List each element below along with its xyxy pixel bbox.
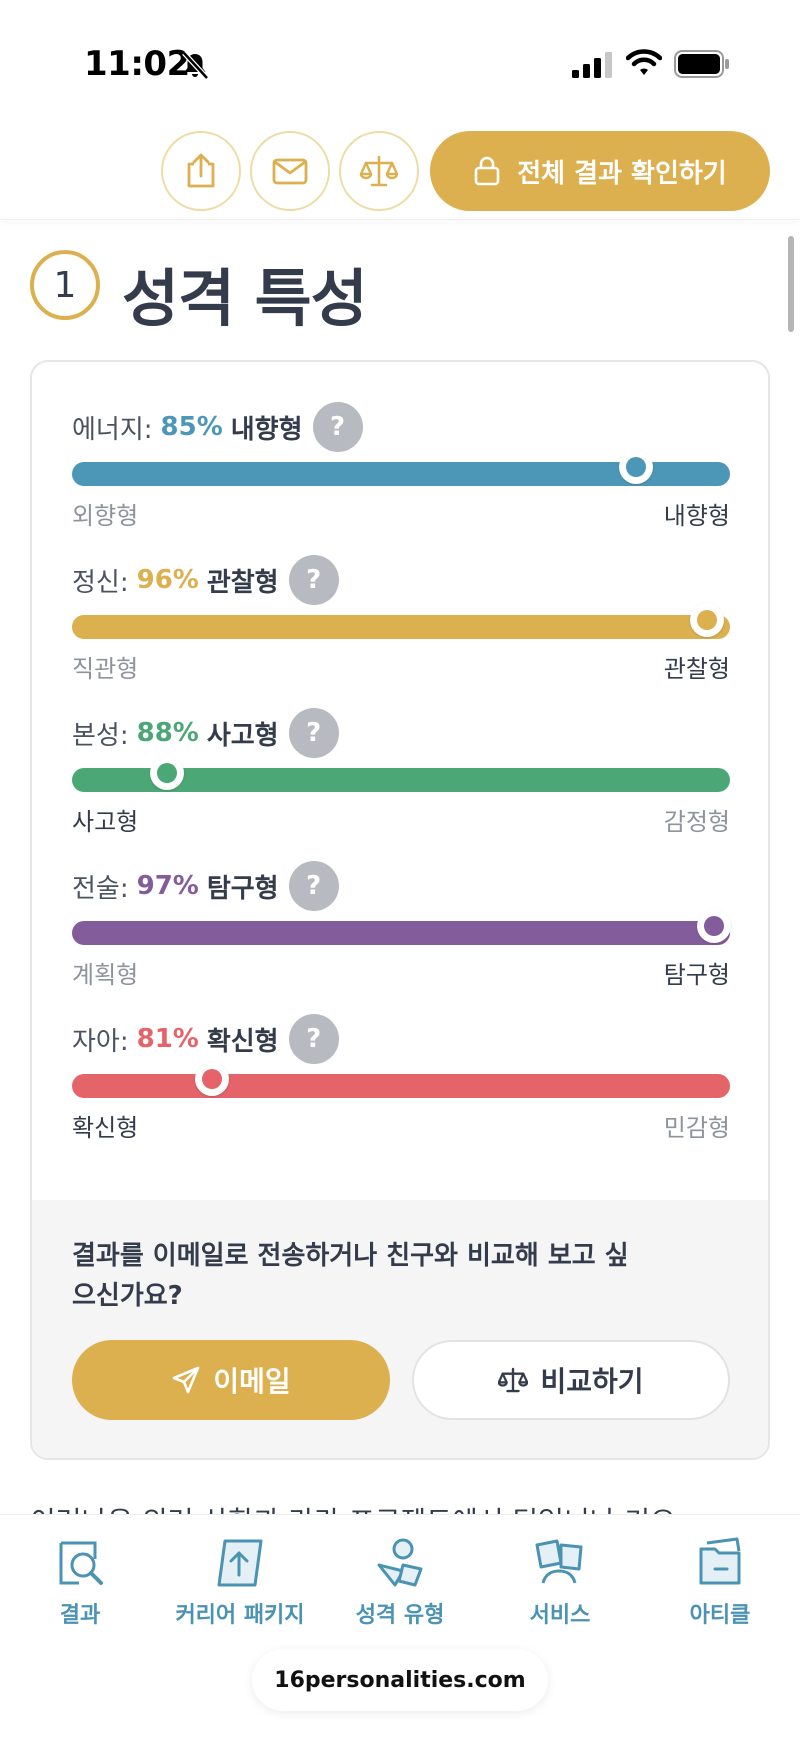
trait-left-pole-label: 계획형	[72, 961, 139, 989]
send-icon	[173, 1366, 200, 1394]
trait-heading: 자아: 81% 확신형?	[72, 1014, 339, 1064]
share-prompt-question: 결과를 이메일로 전송하거나 친구와 비교해 보고 싶으신가요?	[72, 1241, 629, 1311]
help-icon[interactable]: ?	[288, 555, 339, 605]
nav-label-career: 커리어 패키지	[175, 1603, 305, 1628]
trait-percent: 81%	[136, 1024, 199, 1054]
trait-row: 정신: 96% 관찰형? 직관형 관찰형	[72, 555, 730, 685]
trait-heading: 에너지: 85% 내향형?	[72, 402, 363, 452]
trait-type: 사고형	[206, 720, 279, 751]
trait-right-pole-label: 민감형	[663, 1114, 730, 1142]
share-prompt-panel: 결과를 이메일로 전송하거나 친구와 비교해 보고 싶으신가요? 이메일 비교하…	[32, 1200, 768, 1458]
trait-slider-knob-dot	[625, 457, 646, 477]
trait-left-pole-label: 확신형	[72, 1114, 139, 1142]
url-bar[interactable]: 16personalities.com	[252, 1649, 548, 1711]
trait-slider-knob-dot	[156, 763, 177, 783]
trait-slider-track[interactable]	[72, 1074, 730, 1098]
trait-slider-knob[interactable]	[149, 756, 184, 790]
full-results-button[interactable]: 전체 결과 확인하기	[430, 131, 770, 211]
trait-slider-knob-dot	[703, 916, 724, 936]
trait-percent: 85%	[160, 412, 223, 442]
trait-percent: 88%	[136, 718, 199, 748]
nav-item-career[interactable]: 커리어 패키지	[160, 1535, 320, 1629]
compare-scale-button[interactable]	[339, 131, 419, 211]
nav-label-services: 서비스	[529, 1603, 591, 1628]
section-number-badge: 1	[30, 250, 100, 320]
trait-name: 자아:	[72, 1026, 129, 1057]
trait-type: 내향형	[230, 414, 303, 445]
trait-left-pole-label: 직관형	[72, 655, 139, 683]
trait-slider-track[interactable]	[72, 615, 730, 639]
email-button[interactable]: 이메일	[72, 1340, 390, 1420]
scale-icon	[360, 155, 398, 187]
help-icon[interactable]: ?	[288, 708, 339, 758]
help-icon[interactable]: ?	[288, 861, 339, 911]
compare-button[interactable]: 비교하기	[412, 1340, 730, 1420]
trait-row: 전술: 97% 탐구형? 계획형 탐구형	[72, 861, 731, 991]
section-title: 성격 특성	[122, 262, 368, 335]
trait-left-pole-label: 사고형	[72, 808, 139, 836]
trait-slider-knob-dot	[202, 1069, 223, 1089]
trait-heading: 정신: 96% 관찰형?	[72, 555, 339, 605]
help-icon[interactable]: ?	[312, 402, 363, 452]
trait-percent: 96%	[136, 565, 199, 595]
trait-row: 본성: 88% 사고형? 사고형 감정형	[72, 708, 730, 838]
trait-right-pole-label: 탐구형	[663, 961, 730, 989]
top-toolbar: 전체 결과 확인하기	[0, 120, 800, 220]
battery-icon	[674, 50, 729, 78]
trait-type: 관찰형	[206, 567, 279, 598]
status-time: 11:02	[84, 44, 190, 84]
trait-slider-knob[interactable]	[195, 1062, 230, 1096]
status-bar: 11:02	[0, 0, 800, 120]
trait-heading: 전술: 97% 탐구형?	[72, 861, 339, 911]
trait-heading: 본성: 88% 사고형?	[72, 708, 339, 758]
trait-type: 확신형	[206, 1026, 279, 1057]
help-icon[interactable]: ?	[288, 1014, 339, 1064]
scrollbar[interactable]	[788, 236, 794, 332]
trait-row: 에너지: 85% 내향형? 외향형 내향형	[72, 402, 730, 532]
trait-row: 자아: 81% 확신형? 확신형 민감형	[72, 1014, 730, 1144]
trait-slider-track[interactable]	[72, 921, 730, 945]
trait-slider-knob[interactable]	[689, 603, 724, 637]
trait-percent: 97%	[136, 871, 199, 901]
bottom-navigation: 결과 커리어 패키지 성격 유형 서비스 아티클 16personaliti	[0, 1514, 800, 1740]
trait-name: 에너지:	[72, 414, 153, 445]
trait-slider-knob-dot	[696, 610, 717, 630]
trait-left-pole-label: 외향형	[72, 502, 139, 530]
trait-name: 전술:	[72, 873, 129, 904]
nav-label-personality-types: 성격 유형	[355, 1603, 445, 1628]
nav-item-services[interactable]: 서비스	[480, 1535, 640, 1629]
nav-label-articles: 아티클	[689, 1603, 751, 1628]
trait-right-pole-label: 관찰형	[663, 655, 730, 683]
share-icon	[187, 153, 215, 188]
full-results-label: 전체 결과 확인하기	[517, 158, 727, 189]
career-upload-icon	[217, 1539, 263, 1587]
trait-right-pole-label: 감정형	[663, 808, 730, 836]
nav-item-results[interactable]: 결과	[0, 1535, 160, 1629]
compare-button-label: 비교하기	[540, 1365, 644, 1398]
trait-name: 정신:	[72, 567, 129, 598]
mail-button[interactable]	[250, 131, 330, 211]
share-button[interactable]	[161, 131, 241, 211]
trait-slider-knob[interactable]	[696, 909, 731, 943]
signal-icon	[572, 52, 612, 78]
mail-icon	[272, 158, 308, 185]
email-button-label: 이메일	[213, 1365, 291, 1398]
trait-slider-knob[interactable]	[618, 450, 653, 484]
scale-icon	[498, 1367, 529, 1393]
bell-off-icon	[182, 51, 209, 80]
people-icon	[535, 1539, 583, 1584]
folder-icon	[699, 1537, 741, 1585]
lock-icon	[474, 156, 500, 186]
wifi-icon	[626, 49, 662, 75]
nav-item-personality-types[interactable]: 성격 유형	[320, 1535, 480, 1629]
nav-label-results: 결과	[59, 1603, 101, 1628]
trait-right-pole-label: 내향형	[663, 502, 730, 530]
traits-card: 에너지: 85% 내향형? 외향형 내향형 정신: 96% 관찰형? 직관형 관찰형 본성: 88% 사…	[30, 360, 770, 1460]
shapes-icon	[377, 1538, 423, 1587]
nav-item-articles[interactable]: 아티클	[640, 1535, 800, 1629]
trait-type: 탐구형	[206, 873, 279, 904]
trait-name: 본성:	[72, 720, 129, 751]
magnifier-document-icon	[59, 1541, 103, 1585]
